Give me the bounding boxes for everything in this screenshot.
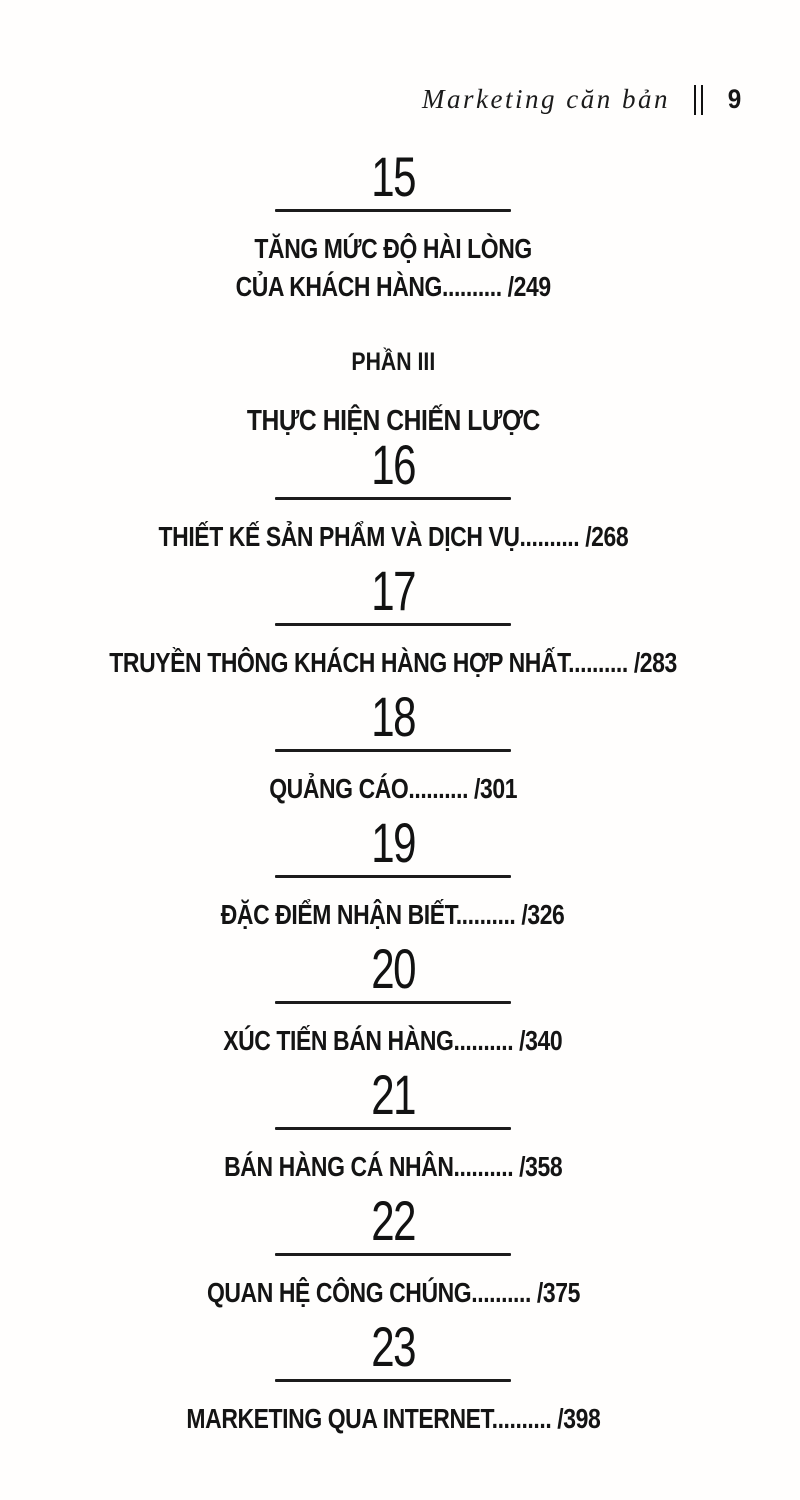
chapter-number: 18 (371, 685, 416, 748)
chapter-title-line: TĂNG MỨC ĐỘ HÀI LÒNG (254, 233, 532, 264)
chapter-title-line: CỦA KHÁCH HÀNG.......... /249 (235, 271, 551, 302)
chapter-title: THIẾT KẾ SẢN PHẨM VÀ DỊCH VỤ.......... /… (158, 521, 628, 552)
toc-entry-chapter-21: 21 BÁN HÀNG CÁ NHÂN.......... /358 (187, 1063, 599, 1186)
chapter-title: QUẢNG CÁO.......... /301 (269, 773, 517, 804)
toc-entry-chapter-19: 19 ĐẶC ĐIỂM NHẬN BIẾT.......... /326 (183, 811, 602, 934)
chapter-number: 20 (371, 937, 416, 1000)
toc-entry-chapter-23: 23 MARKETING QUA INTERNET.......... /398 (141, 1315, 646, 1438)
chapter-title: MARKETING QUA INTERNET.......... /398 (186, 1403, 600, 1434)
toc-entry-chapter-16: 16 THIẾT KẾ SẢN PHẨM VÀ DỊCH VỤ.........… (107, 433, 680, 556)
chapter-number: 19 (371, 811, 416, 874)
chapter-rule (274, 497, 511, 500)
chapter-title: TĂNG MỨC ĐỘ HÀI LÒNG CỦA KHÁCH HÀNG.....… (235, 230, 551, 306)
part-label: PHẦN III (351, 348, 435, 376)
toc-entry-chapter-22: 22 QUAN HỆ CÔNG CHÚNG.......... /375 (166, 1189, 621, 1312)
page-number: 9 (727, 84, 742, 114)
toc-entry-chapter-15: 15 TĂNG MỨC ĐỘ HÀI LÒNG CỦA KHÁCH HÀNG..… (201, 145, 585, 306)
chapter-rule (274, 623, 511, 626)
running-header: Marketing căn bản 9 (422, 84, 742, 115)
part-divider: PHẦN III THỰC HIỆN CHIẾN LƯỢC (221, 348, 566, 438)
parallel-bars-divider-icon (693, 84, 703, 115)
chapter-rule (274, 875, 511, 878)
toc-entry-chapter-20: 20 XÚC TIẾN BÁN HÀNG.......... /340 (186, 937, 599, 1060)
chapter-number: 15 (371, 145, 416, 208)
book-title: Marketing căn bản (422, 84, 670, 114)
chapter-number: 23 (371, 1315, 416, 1378)
chapter-number: 16 (371, 433, 416, 496)
table-of-contents: 15 TĂNG MỨC ĐỘ HÀI LÒNG CỦA KHÁCH HÀNG..… (0, 145, 786, 1438)
chapter-title: QUAN HỆ CÔNG CHÚNG.......... /375 (206, 1277, 580, 1308)
chapter-number: 21 (371, 1063, 416, 1126)
chapter-rule (274, 749, 511, 752)
chapter-number: 17 (371, 559, 416, 622)
toc-entry-chapter-17: 17 TRUYỀN THÔNG KHÁCH HÀNG HỢP NHẤT.....… (47, 559, 739, 682)
chapter-title: BÁN HÀNG CÁ NHÂN.......... /358 (223, 1151, 563, 1182)
toc-entry-chapter-18: 18 QUẢNG CÁO.......... /301 (242, 685, 544, 808)
chapter-rule (275, 1001, 511, 1004)
part-title: THỰC HIỆN CHIẾN LƯỢC (246, 405, 540, 437)
chapter-rule (274, 209, 511, 212)
chapter-title: ĐẶC ĐIỂM NHẬN BIẾT.......... /326 (221, 899, 565, 930)
chapter-number: 22 (371, 1189, 416, 1252)
chapter-rule (275, 1253, 511, 1256)
chapter-title: TRUYỀN THÔNG KHÁCH HÀNG HỢP NHẤT........… (109, 647, 677, 678)
chapter-rule (275, 1127, 511, 1130)
chapter-rule (275, 1379, 511, 1382)
chapter-title: XÚC TIẾN BÁN HÀNG.......... /340 (223, 1025, 563, 1056)
